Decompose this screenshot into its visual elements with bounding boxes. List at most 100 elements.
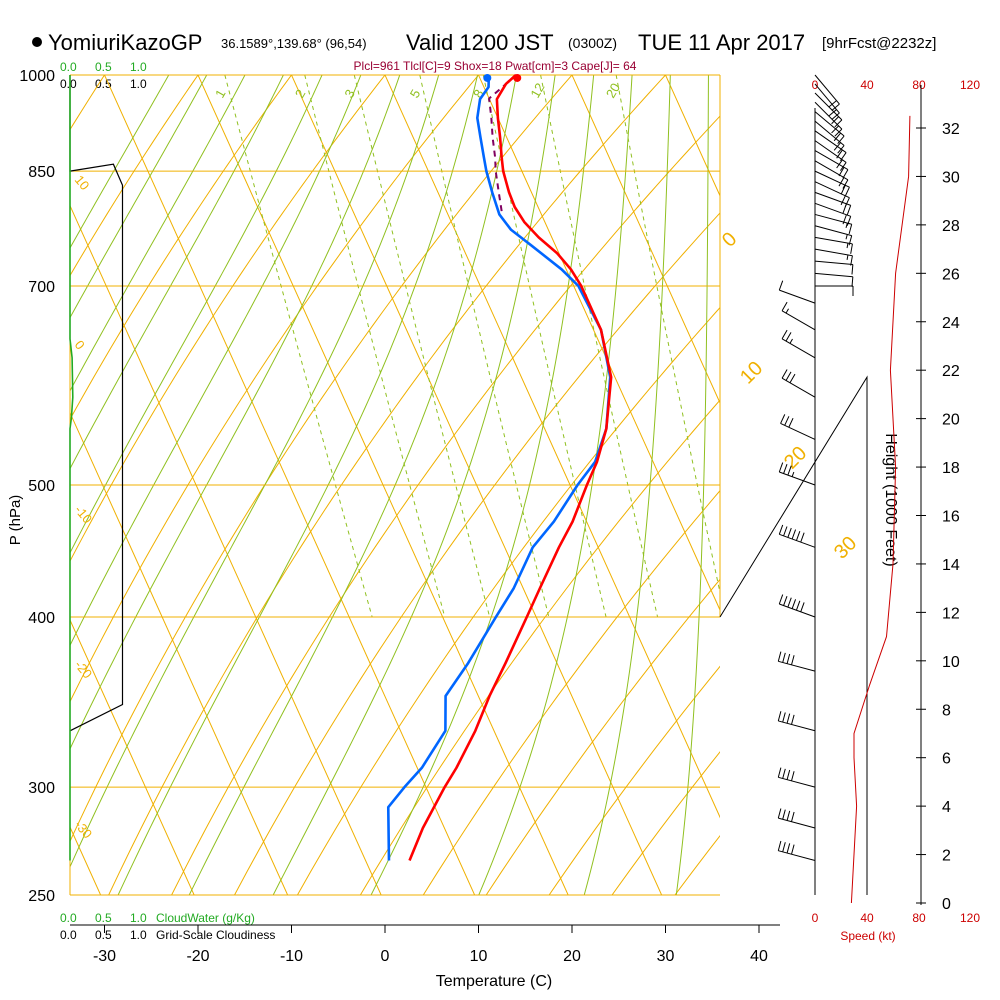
barb-flag (791, 529, 797, 540)
barb-half-flag (785, 308, 789, 314)
barb-flag (786, 843, 791, 854)
clipped-background (0, 46, 1000, 919)
barb-flag (834, 119, 843, 128)
moist-adiabat-line (70, 75, 440, 869)
moist-adiabat-line (272, 75, 556, 895)
barb-shaft (778, 817, 816, 829)
wind-barb (781, 329, 816, 359)
moist-adiabat-line (188, 75, 517, 895)
profile-lines (386, 73, 613, 862)
barb-flag (777, 808, 782, 819)
wind-barb (814, 92, 843, 128)
temperature-tick-label: 20 (563, 948, 581, 965)
barb-flag (781, 301, 788, 312)
barb-flag (833, 132, 841, 142)
barb-flag (777, 651, 782, 662)
barb-flag (789, 373, 796, 384)
isotherm-line (197, 75, 569, 895)
x-axis-title: Temperature (C) (436, 973, 552, 990)
moist-adiabat-line (70, 75, 208, 319)
dry-adiabat-line (70, 75, 386, 563)
isotherm-line (103, 75, 476, 895)
barb-flag (831, 103, 840, 111)
bottom-cloud-water-scale: 0.0 0.5 1.0 CloudWater (g/Kg) (60, 911, 255, 925)
speed-tick: 80 (912, 78, 926, 92)
wind-barb (814, 160, 849, 189)
temperature-line (408, 74, 613, 862)
barb-flag (782, 652, 786, 663)
surface-temp-marker (513, 73, 522, 82)
mixing-ratio-line (224, 75, 373, 618)
mixing-ratio-label: 20 (603, 80, 623, 100)
isotherm-line (839, 46, 1000, 919)
pressure-tick-label: 850 (28, 164, 55, 181)
speed-axis-bottom: 0 40 80 120 (812, 911, 981, 925)
dry-adiabat-line (233, 212, 720, 895)
wind-barb (777, 767, 816, 788)
mixing-ratio-label: 12 (527, 80, 547, 100)
wind-barb (777, 808, 816, 829)
barb-shaft (814, 236, 853, 245)
barb-flag (781, 369, 788, 379)
scale-tick: 0.5 (95, 928, 112, 942)
barb-flag (785, 332, 792, 342)
height-tick-label: 12 (942, 605, 960, 622)
barb-flag (836, 159, 843, 169)
wind-barb (778, 594, 816, 618)
dry-adiabat-line (968, 46, 1000, 919)
barb-flag (780, 414, 786, 424)
barb-shaft (779, 603, 816, 618)
wind-barb (814, 272, 854, 287)
isotherm-line (70, 618, 195, 895)
speed-tick: 0 (812, 78, 819, 92)
barb-flag (777, 840, 782, 851)
moist-label: 0 (718, 228, 741, 251)
wind-speed-line (850, 115, 911, 904)
height-tick-label: 28 (942, 218, 960, 235)
dry-adiabat-line (0, 46, 29, 919)
barb-flag (781, 329, 788, 340)
barb-half-flag (846, 243, 849, 249)
barb-shaft (814, 130, 847, 153)
cloud-water-line (69, 75, 74, 861)
valid-date: TUE 11 Apr 2017 (638, 30, 805, 55)
barb-shaft (814, 92, 843, 121)
barb-flag (787, 597, 792, 608)
scale-tick: 1.0 (130, 77, 147, 91)
moist-adiabat-line (70, 75, 401, 751)
wind-barb (814, 111, 845, 145)
mixing-ratio-line (615, 75, 720, 595)
wind-barb (814, 150, 849, 179)
moist-label: 10 (736, 357, 767, 388)
wind-barb (814, 236, 853, 254)
wind-barb (814, 191, 852, 215)
height-tick-label: 26 (942, 266, 960, 283)
barb-shaft (779, 471, 816, 486)
barb-half-flag (791, 471, 795, 477)
barb-flag (834, 128, 843, 137)
barb-shaft (814, 83, 840, 114)
wind-barb (814, 130, 847, 162)
speed-axis-title: Speed (kt) (840, 929, 895, 943)
moist-adiabat-line (117, 75, 479, 895)
wind-barb (777, 651, 816, 672)
barb-flag (844, 186, 850, 197)
barb-flag (838, 177, 845, 187)
wind-barb (781, 301, 816, 331)
barb-shaft (814, 111, 845, 137)
wind-barb (781, 369, 816, 398)
barb-flag (831, 112, 840, 120)
barb-shaft (814, 202, 851, 217)
barb-shaft (814, 150, 849, 171)
height-tick-label: 6 (942, 751, 951, 768)
scale-tick: 0.0 (60, 60, 77, 74)
height-axis-title: Height (1000 Feet) (882, 433, 899, 566)
wind-barb (814, 83, 840, 120)
barb-shaft (778, 660, 816, 672)
barb-flag (791, 714, 795, 725)
barb-shaft (779, 533, 816, 548)
scale-tick: 1.0 (130, 911, 147, 925)
dry-adiabat-line (548, 665, 720, 895)
barb-flag (783, 526, 788, 537)
pressure-tick-label: 300 (28, 780, 55, 797)
